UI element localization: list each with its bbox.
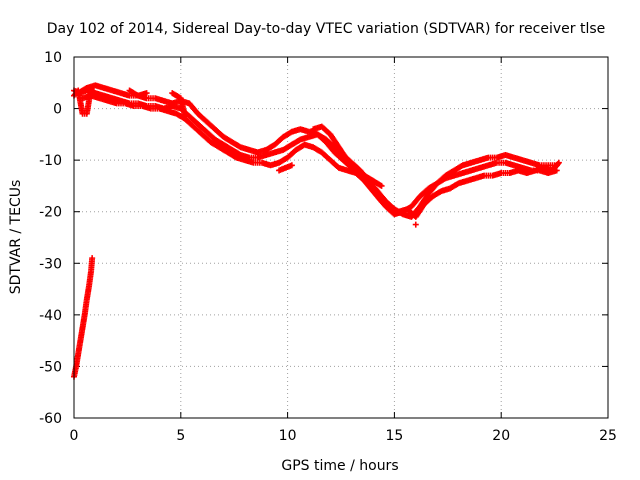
x-tick-label: 0 bbox=[70, 428, 79, 444]
y-axis-label: SDTVAR / TECUs bbox=[8, 180, 24, 295]
data-point bbox=[378, 182, 385, 189]
y-tick-label: 10 bbox=[44, 50, 62, 66]
y-tick-label: -40 bbox=[39, 308, 62, 324]
x-tick-label: 10 bbox=[279, 428, 297, 444]
data-point bbox=[554, 160, 561, 167]
x-tick-label: 5 bbox=[176, 428, 185, 444]
data-point bbox=[182, 113, 189, 120]
x-axis-label: GPS time / hours bbox=[281, 458, 398, 474]
y-tick-label: -10 bbox=[39, 153, 62, 169]
axis-ticks: 0 5 10 15 20 25 10 0 -10 -20 -30 -40 -50 -60 bbox=[39, 50, 617, 444]
data-point bbox=[89, 255, 96, 262]
grid bbox=[74, 57, 608, 418]
data-points bbox=[71, 82, 562, 380]
x-tick-label: 20 bbox=[492, 428, 510, 444]
data-point bbox=[143, 90, 150, 97]
y-tick-label: -60 bbox=[39, 411, 62, 427]
y-tick-label: 0 bbox=[53, 102, 62, 118]
y-tick-label: -20 bbox=[39, 205, 62, 221]
y-tick-label: -30 bbox=[39, 256, 62, 272]
y-tick-label: -50 bbox=[39, 359, 62, 375]
chart-title: Day 102 of 2014, Sidereal Day-to-day VTE… bbox=[47, 21, 606, 37]
data-point bbox=[555, 159, 562, 166]
data-point bbox=[412, 221, 419, 228]
data-point bbox=[288, 162, 295, 169]
plot-frame bbox=[73, 56, 609, 419]
x-tick-label: 25 bbox=[599, 428, 617, 444]
x-tick-label: 15 bbox=[385, 428, 403, 444]
data-point bbox=[90, 90, 97, 97]
